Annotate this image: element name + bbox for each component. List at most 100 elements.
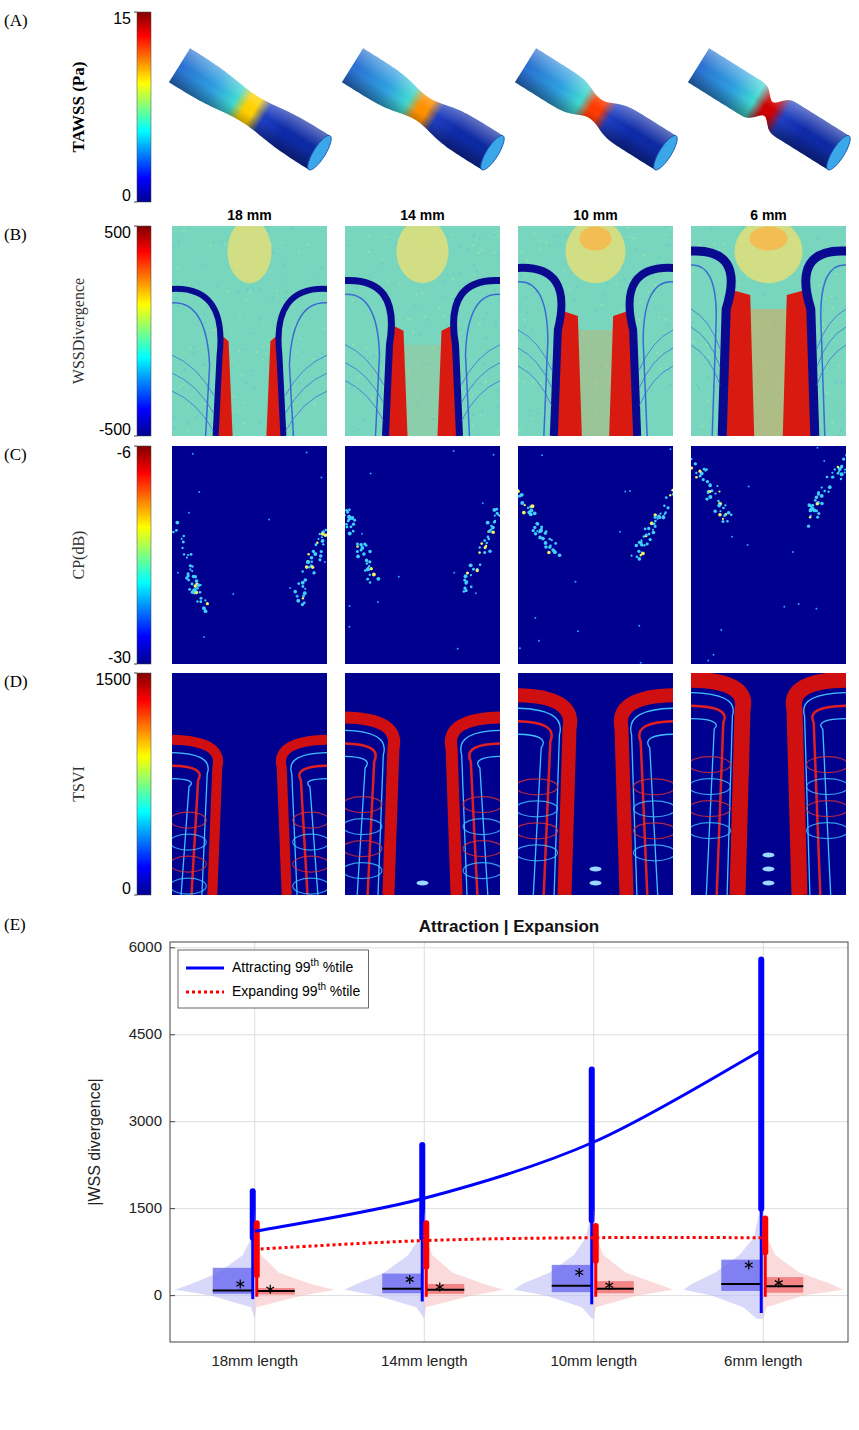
- field-speckle: [820, 494, 824, 498]
- texture: [632, 237, 634, 239]
- field-speckle: [826, 476, 829, 479]
- field-speckle: [533, 512, 537, 516]
- texture: [526, 260, 528, 262]
- field-speckle: [831, 472, 833, 474]
- y-tick: [170, 1208, 175, 1209]
- field-ripple: [817, 309, 846, 349]
- field-speckle: [529, 509, 533, 513]
- colorbar-label: TAWSS (Pa): [69, 62, 88, 153]
- field-speckle: [815, 496, 819, 500]
- texture: [216, 286, 218, 288]
- violin: [514, 1209, 594, 1319]
- colorbar-tick-label: 15: [113, 10, 131, 27]
- field-speckle: [480, 542, 483, 545]
- field-speckle: [368, 550, 372, 554]
- colorbar-tick: [134, 436, 137, 437]
- texture: [540, 382, 542, 384]
- field-speckle: [457, 648, 459, 650]
- field-background: [518, 673, 673, 895]
- texture: [717, 330, 719, 332]
- field-speckle: [837, 466, 839, 468]
- texture: [473, 264, 475, 266]
- field-arc: [172, 753, 208, 895]
- texture: [421, 292, 423, 294]
- legend-swatch: [186, 967, 224, 970]
- field-speckle: [483, 539, 486, 542]
- texture: [300, 298, 302, 300]
- median: [552, 1285, 591, 1287]
- field-speckle: [199, 600, 202, 603]
- texture: [835, 297, 837, 299]
- field-ripple: [172, 355, 214, 395]
- background: [0, 0, 859, 1430]
- texture: [375, 278, 377, 280]
- field-speckle: [643, 544, 646, 547]
- field-arc: [291, 753, 327, 895]
- field-speckle: [356, 555, 360, 559]
- field-speckle: [722, 507, 725, 510]
- field-speckle: [369, 581, 372, 584]
- texture: [576, 286, 578, 288]
- percentile-line: [255, 1237, 764, 1249]
- colorbar-tick: [134, 12, 137, 13]
- texture: [314, 405, 316, 407]
- texture: [438, 307, 440, 309]
- texture: [483, 318, 485, 320]
- texture: [241, 349, 243, 351]
- column-title: 10 mm: [573, 207, 617, 223]
- field-arc: [478, 756, 500, 895]
- field-speckle: [663, 505, 665, 507]
- marks: [175, 959, 843, 1318]
- field-speckle: [199, 597, 202, 600]
- field-speckle: [536, 530, 538, 532]
- texture: [655, 306, 657, 308]
- field-ripple: [518, 845, 558, 861]
- texture: [409, 319, 411, 321]
- field-speckle: [817, 512, 820, 515]
- field-speckle: [706, 498, 708, 500]
- texture: [395, 242, 397, 244]
- texture: [476, 270, 478, 272]
- field-speckle: [724, 513, 727, 516]
- mean: [436, 1282, 444, 1291]
- plot-area: [170, 942, 848, 1342]
- field-arc: [345, 717, 394, 895]
- field-speckle: [187, 572, 190, 575]
- vessel: [169, 48, 335, 173]
- colorbar-label: TSVI: [70, 766, 87, 802]
- texture: [380, 428, 382, 430]
- field-speckle: [469, 563, 473, 567]
- vessel-shade: [342, 48, 503, 169]
- outliers: [423, 1223, 429, 1266]
- field-speckle: [654, 525, 657, 528]
- texture: [518, 380, 520, 382]
- field-spot: [417, 881, 429, 886]
- field-speckle: [476, 569, 479, 572]
- field-speckle: [834, 468, 836, 470]
- panel-letter: (E): [4, 915, 26, 934]
- texture: [629, 227, 631, 229]
- field-speckle: [695, 472, 697, 474]
- half-left: [691, 458, 750, 661]
- texture: [238, 350, 240, 352]
- field-speckle: [493, 454, 495, 456]
- texture: [178, 242, 180, 244]
- field-arc: [794, 680, 846, 895]
- texture: [665, 234, 667, 236]
- texture: [472, 394, 474, 396]
- field-map: [172, 673, 327, 895]
- texture: [412, 331, 414, 333]
- field-background: [172, 673, 327, 895]
- field-speckle: [815, 509, 818, 512]
- texture: [666, 243, 668, 245]
- texture: [357, 375, 359, 377]
- field-speckle: [453, 450, 455, 452]
- field-speckle: [320, 477, 322, 479]
- colorbar-tick: [134, 202, 137, 203]
- field-arc: [630, 268, 673, 436]
- texture: [287, 326, 289, 328]
- y-tick: [170, 947, 175, 948]
- texture: [627, 226, 629, 228]
- field-speckle: [695, 476, 698, 479]
- field-speckle: [494, 520, 496, 522]
